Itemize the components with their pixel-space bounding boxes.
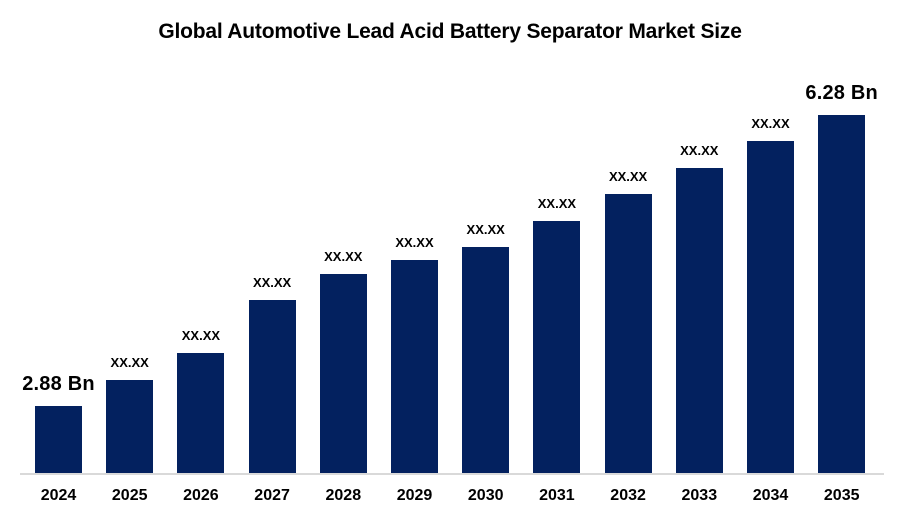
bar-value-label-2034: XX.XX <box>751 116 790 131</box>
bar-2026 <box>177 353 225 473</box>
bar-value-label-2029: XX.XX <box>395 235 434 250</box>
bar-2025 <box>106 380 154 473</box>
bar-2032 <box>604 194 652 473</box>
bar-value-label-2025: XX.XX <box>110 355 149 370</box>
x-axis-label-2034: 2034 <box>752 487 789 504</box>
x-axis-label-2032: 2032 <box>610 487 646 504</box>
bar-value-label-2035: 6.28 Bn <box>805 82 878 104</box>
bar-2031 <box>533 221 581 473</box>
bar-value-label-2032: XX.XX <box>608 169 648 184</box>
bar-2035 <box>818 115 866 473</box>
bar-value-label-2028: XX.XX <box>324 249 363 264</box>
x-axis-label-2026: 2026 <box>183 487 219 504</box>
bar-2027 <box>248 300 296 473</box>
bar-value-label-2026: XX.XX <box>181 328 221 343</box>
bar-2030 <box>462 247 510 473</box>
bar-value-label-2031: XX.XX <box>537 196 577 211</box>
bar-2028 <box>319 274 367 473</box>
x-axis-line <box>20 473 884 475</box>
x-axis-label-2035: 2035 <box>823 487 860 504</box>
x-axis-label-2030: 2030 <box>467 487 504 504</box>
bar-value-label-2033: XX.XX <box>680 143 719 158</box>
x-axis-label-2025: 2025 <box>111 487 148 504</box>
x-axis-label-2028: 2028 <box>325 487 362 504</box>
x-axis-label-2027: 2027 <box>254 487 290 504</box>
bar-value-label-2024: 2.88 Bn <box>22 373 95 395</box>
bar-value-label-2030: XX.XX <box>466 222 505 237</box>
x-axis-label-2033: 2033 <box>681 487 718 504</box>
bar-value-label-2027: XX.XX <box>252 275 292 290</box>
x-axis-label-2029: 2029 <box>396 487 433 504</box>
bar-2029 <box>391 260 438 473</box>
bar-2033 <box>675 168 723 473</box>
bar-2034 <box>747 141 794 473</box>
chart-title: Global Automotive Lead Acid Battery Sepa… <box>158 20 742 43</box>
x-axis-label-2031: 2031 <box>539 487 575 504</box>
x-axis-label-2024: 2024 <box>40 487 77 504</box>
bar-2024 <box>35 406 82 473</box>
